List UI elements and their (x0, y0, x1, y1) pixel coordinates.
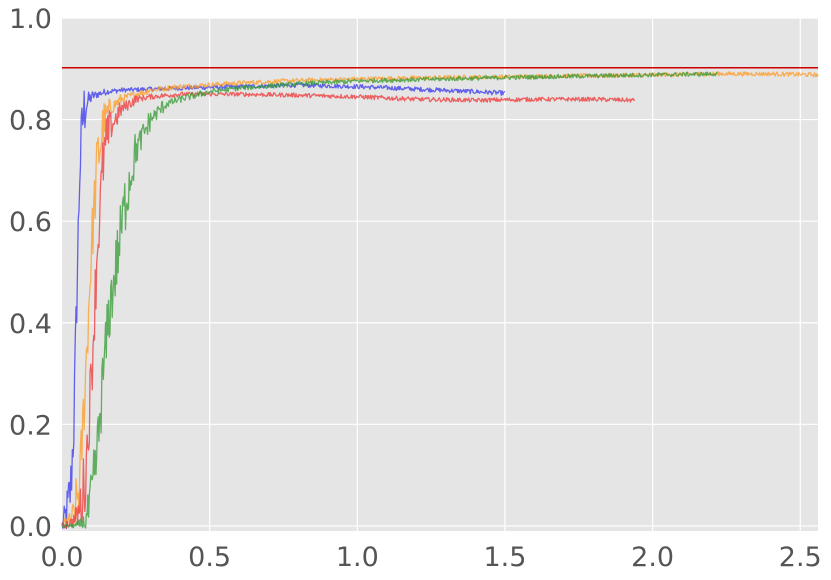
x-tick-label: 0.5 (188, 542, 231, 573)
x-tick-label: 2.0 (631, 542, 674, 573)
grid-lines (62, 17, 818, 531)
y-axis-ticks: 0.0 0.2 0.4 0.6 0.8 1.0 (9, 4, 52, 543)
x-tick-label: 1.5 (483, 542, 526, 573)
y-tick-label: 1.0 (9, 4, 52, 35)
x-tick-label: 1.0 (336, 542, 379, 573)
series-layer (61, 71, 819, 530)
series-4 (61, 71, 718, 529)
series-line (61, 91, 636, 529)
y-tick-label: 0.4 (9, 309, 52, 340)
y-tick-label: 0.0 (9, 512, 52, 543)
series-3 (61, 91, 636, 529)
x-tick-label: 0.0 (41, 542, 84, 573)
plot-area (62, 18, 818, 531)
x-tick-label: 2.5 (779, 542, 822, 573)
y-tick-label: 0.6 (9, 207, 52, 238)
x-axis-ticks: 0.0 0.5 1.0 1.5 2.0 2.5 (41, 542, 822, 573)
series-line (61, 71, 718, 529)
y-tick-label: 0.2 (9, 410, 52, 441)
y-tick-label: 0.8 (9, 106, 52, 137)
